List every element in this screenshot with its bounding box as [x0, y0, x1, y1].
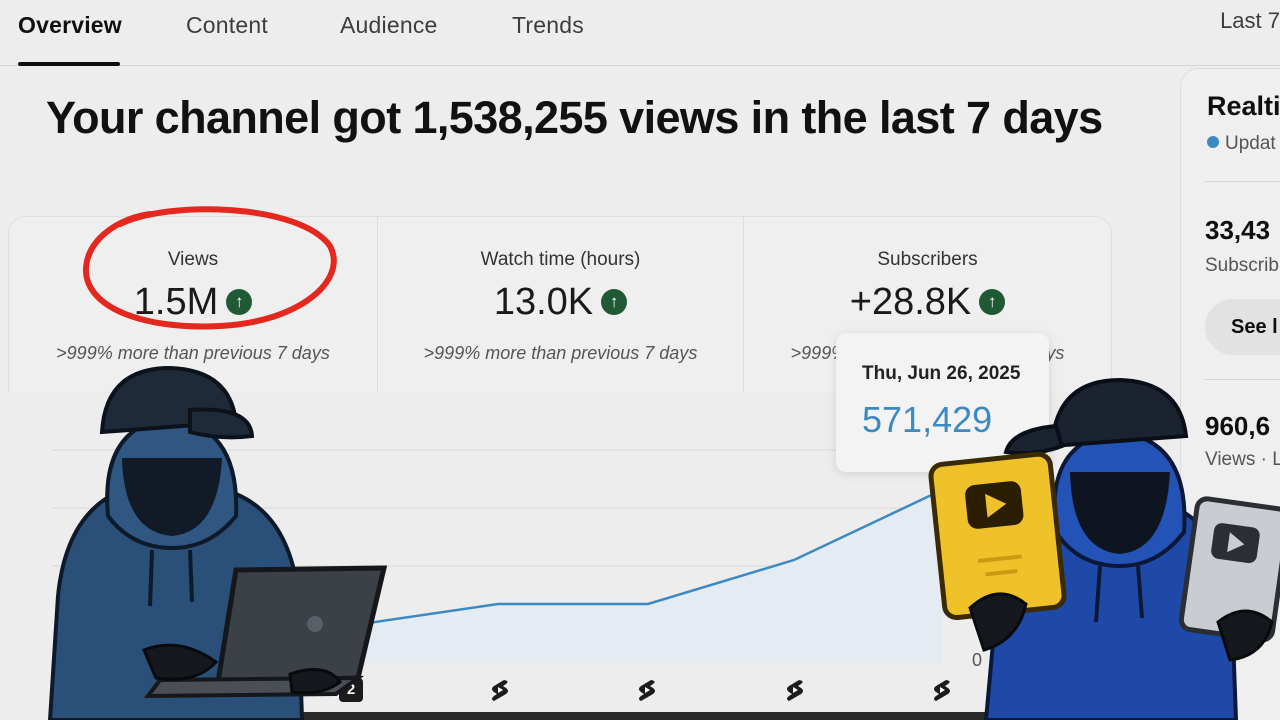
metric-delta: >999% more than previous 7 days	[56, 343, 330, 363]
date-range-selector[interactable]: Last 7	[1220, 8, 1280, 33]
arrow-up-icon: ↑	[979, 289, 1006, 315]
arrow-up-icon: ↑	[601, 289, 628, 315]
silver-play-button-award-icon	[1178, 496, 1280, 643]
metric-value: 13.0K ↑	[378, 281, 743, 324]
creator-with-laptop-illustration	[47, 366, 388, 720]
realtime-subscribers-label: Subscrib	[1205, 255, 1279, 276]
area-fill	[348, 490, 942, 663]
arrow-up-icon: ↑	[226, 289, 253, 315]
realtime-views-value: 960,6	[1205, 411, 1271, 441]
metric-value: 1.5M ↑	[9, 281, 377, 324]
realtime-title: Realti	[1207, 91, 1280, 121]
gold-play-button-award-icon	[928, 451, 1067, 621]
realtime-subscribers-value: 33,43	[1205, 215, 1271, 245]
metric-label: Subscribers	[877, 249, 978, 270]
active-tab-indicator	[18, 62, 120, 66]
tooltip-date: Thu, Jun 26, 2025	[862, 363, 1021, 384]
youtube-shorts-icon[interactable]	[931, 678, 953, 702]
live-dot-icon	[1207, 136, 1219, 148]
red-circle-annotation	[82, 206, 337, 330]
views-series-line	[347, 488, 942, 628]
youtube-shorts-icon[interactable]	[489, 678, 511, 702]
youtube-shorts-icon[interactable]	[636, 678, 658, 702]
realtime-status: Updat	[1207, 133, 1276, 155]
tooltip-value: 571,429	[862, 399, 993, 440]
realtime-views-label: Views · L	[1205, 449, 1280, 470]
see-live-count-button[interactable]: See l	[1205, 299, 1280, 355]
page-headline: Your channel got 1,538,255 views in the …	[46, 92, 1103, 143]
metric-watch-time[interactable]: Watch time (hours) 13.0K ↑ >999% more tha…	[377, 217, 743, 393]
tab-content[interactable]: Content	[186, 12, 268, 38]
metric-views[interactable]: Views 1.5M ↑ >999% more than previous 7 d…	[9, 217, 377, 393]
tab-trends[interactable]: Trends	[512, 12, 584, 38]
metric-label: Views	[167, 249, 219, 270]
creator-with-play-buttons-illustration	[928, 377, 1280, 720]
tab-overview[interactable]: Overview	[18, 12, 122, 38]
y-axis-zero-label: 0	[972, 650, 983, 670]
divider	[1205, 181, 1280, 182]
metric-value: +28.8K ↑	[744, 281, 1111, 324]
tab-bar: Overview Content Audience Trends Last 7	[0, 0, 1280, 66]
metrics-card: Views 1.5M ↑ >999% more than previous 7 d…	[8, 216, 1112, 393]
divider	[1205, 379, 1280, 380]
tab-audience[interactable]: Audience	[340, 12, 438, 38]
metric-label: Watch time (hours)	[480, 249, 641, 270]
metric-delta: >999% more than previous 7 days	[423, 343, 698, 363]
youtube-shorts-icon[interactable]	[784, 678, 806, 702]
screen-bezel-bottom	[52, 712, 1280, 720]
